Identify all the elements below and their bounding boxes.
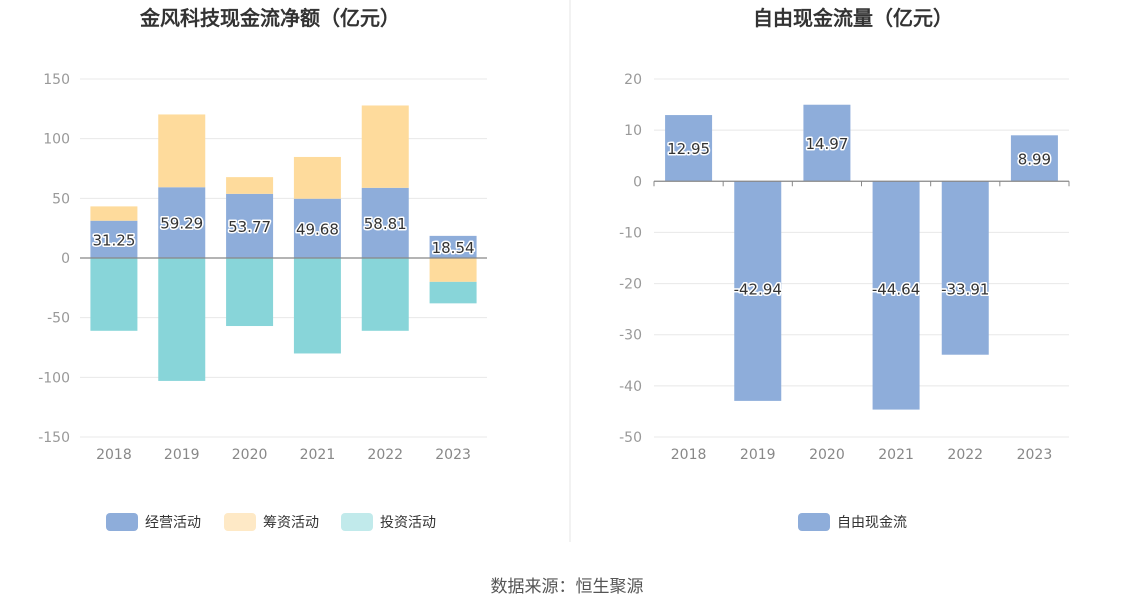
data-source-note: 数据来源：恒生聚源	[491, 577, 644, 597]
free-cash-flow-bar	[734, 181, 782, 401]
operating-value-label: 49.68	[296, 220, 339, 238]
investing-bar	[293, 258, 341, 354]
y-tick-label: 150	[43, 72, 70, 88]
x-tick-label: 2022	[367, 447, 403, 463]
cash-flow-y-axis: 150 100 50 0 -50 -100 -150	[38, 72, 70, 446]
cash-flow-gridlines	[80, 78, 487, 438]
operating-bar	[90, 220, 138, 258]
y-tick-label: -100	[38, 370, 70, 386]
free-cash-flow-chart: 自由现金流量（亿元） 20 10 0 -10 -20 -30 -40 -50 12.95 -42…	[619, 6, 1070, 531]
x-tick-label: 2018	[671, 447, 707, 463]
investing-bar	[361, 258, 409, 331]
operating-bar	[429, 235, 477, 258]
cash-flow-legend[interactable]: 经营活动 筹资活动 投资活动	[106, 513, 436, 531]
operating-value-label: 58.81	[364, 215, 407, 233]
free-cash-flow-bar	[665, 115, 713, 182]
operating-bar	[293, 198, 341, 258]
free-cash-flow-bar	[1010, 135, 1058, 182]
x-tick-label: 2019	[164, 447, 200, 463]
y-tick-label: -50	[47, 311, 70, 327]
y-tick-label: 0	[61, 251, 70, 267]
free-cash-flow-x-axis: 2018 2019 2020 2021 2022 2023	[671, 447, 1052, 463]
financing-bar	[429, 258, 477, 282]
y-tick-label: -30	[619, 328, 642, 344]
investing-bar	[429, 281, 477, 304]
financing-bar	[293, 156, 341, 199]
operating-value-label: 18.54	[432, 239, 475, 257]
x-tick-label: 2020	[232, 447, 268, 463]
legend-label[interactable]: 自由现金流	[837, 515, 907, 531]
y-tick-label: 100	[43, 132, 70, 148]
investing-bar	[90, 258, 138, 331]
legend-label[interactable]: 投资活动	[380, 515, 436, 531]
free-cash-flow-bars	[665, 104, 1058, 410]
cash-flow-chart: 金风科技现金流净额（亿元） 150 100 50 0 -50 -100 -150 31.25…	[38, 6, 487, 531]
y-tick-label: -40	[619, 379, 642, 395]
legend-label[interactable]: 筹资活动	[263, 514, 319, 531]
free-cash-flow-bar	[872, 181, 920, 410]
legend-label[interactable]: 经营活动	[145, 515, 201, 531]
x-tick-label: 2023	[435, 447, 471, 463]
free-cash-flow-legend[interactable]: 自由现金流	[798, 513, 907, 531]
free-cash-flow-data-labels: 12.95 -42.94 14.97 -44.64 -33.91 8.99	[666, 134, 1053, 300]
free-cash-flow-bar	[803, 104, 851, 182]
x-tick-label: 2023	[1017, 447, 1053, 463]
free-cash-flow-y-axis: 20 10 0 -10 -20 -30 -40 -50	[619, 72, 642, 446]
cash-flow-data-labels: 31.25 59.29 53.77 49.68 58.81 18.54	[91, 213, 476, 258]
y-tick-label: -20	[619, 277, 642, 293]
free-cash-flow-value-label: 12.95	[667, 140, 710, 158]
financing-bar	[158, 114, 206, 188]
free-cash-flow-x-tickmarks	[653, 181, 1070, 187]
y-tick-label: 10	[624, 123, 642, 139]
financing-bar	[226, 177, 274, 194]
free-cash-flow-value-label: 8.99	[1018, 150, 1051, 168]
free-cash-flow-value-label: -44.64	[872, 280, 920, 298]
y-tick-label: 20	[624, 72, 642, 88]
free-cash-flow-chart-title: 自由现金流量（亿元）	[753, 6, 953, 30]
cash-flow-bars	[90, 105, 477, 381]
free-cash-flow-value-label: -33.91	[941, 280, 989, 298]
financing-bar	[90, 206, 138, 221]
x-tick-label: 2021	[878, 447, 914, 463]
operating-bar	[226, 193, 274, 258]
free-cash-flow-value-label: 14.97	[805, 135, 848, 153]
cash-flow-x-axis: 2018 2019 2020 2021 2022 2023	[96, 447, 471, 463]
financing-bar	[361, 105, 409, 188]
legend-swatch[interactable]	[224, 513, 256, 531]
x-tick-label: 2021	[300, 447, 336, 463]
y-tick-label: -10	[619, 225, 642, 241]
legend-swatch[interactable]	[798, 513, 830, 531]
y-tick-label: -50	[619, 430, 642, 446]
legend-swatch[interactable]	[106, 513, 138, 531]
operating-bar	[158, 187, 206, 258]
x-tick-label: 2022	[947, 447, 983, 463]
investing-bar	[226, 258, 274, 327]
operating-bar	[361, 187, 409, 258]
legend-swatch[interactable]	[341, 513, 373, 531]
free-cash-flow-value-label: -42.94	[734, 280, 782, 298]
operating-value-label: 53.77	[228, 218, 271, 236]
y-tick-label: 50	[52, 191, 70, 207]
x-tick-label: 2018	[96, 447, 132, 463]
y-tick-label: -150	[38, 430, 70, 446]
free-cash-flow-gridlines	[654, 78, 1069, 438]
free-cash-flow-bar	[941, 181, 989, 355]
operating-value-label: 31.25	[92, 231, 135, 249]
x-tick-label: 2019	[740, 447, 776, 463]
investing-bar	[158, 258, 206, 381]
operating-value-label: 59.29	[160, 215, 203, 233]
x-tick-label: 2020	[809, 447, 845, 463]
y-tick-label: 0	[633, 174, 642, 190]
cash-flow-chart-title: 金风科技现金流净额（亿元）	[139, 6, 400, 30]
